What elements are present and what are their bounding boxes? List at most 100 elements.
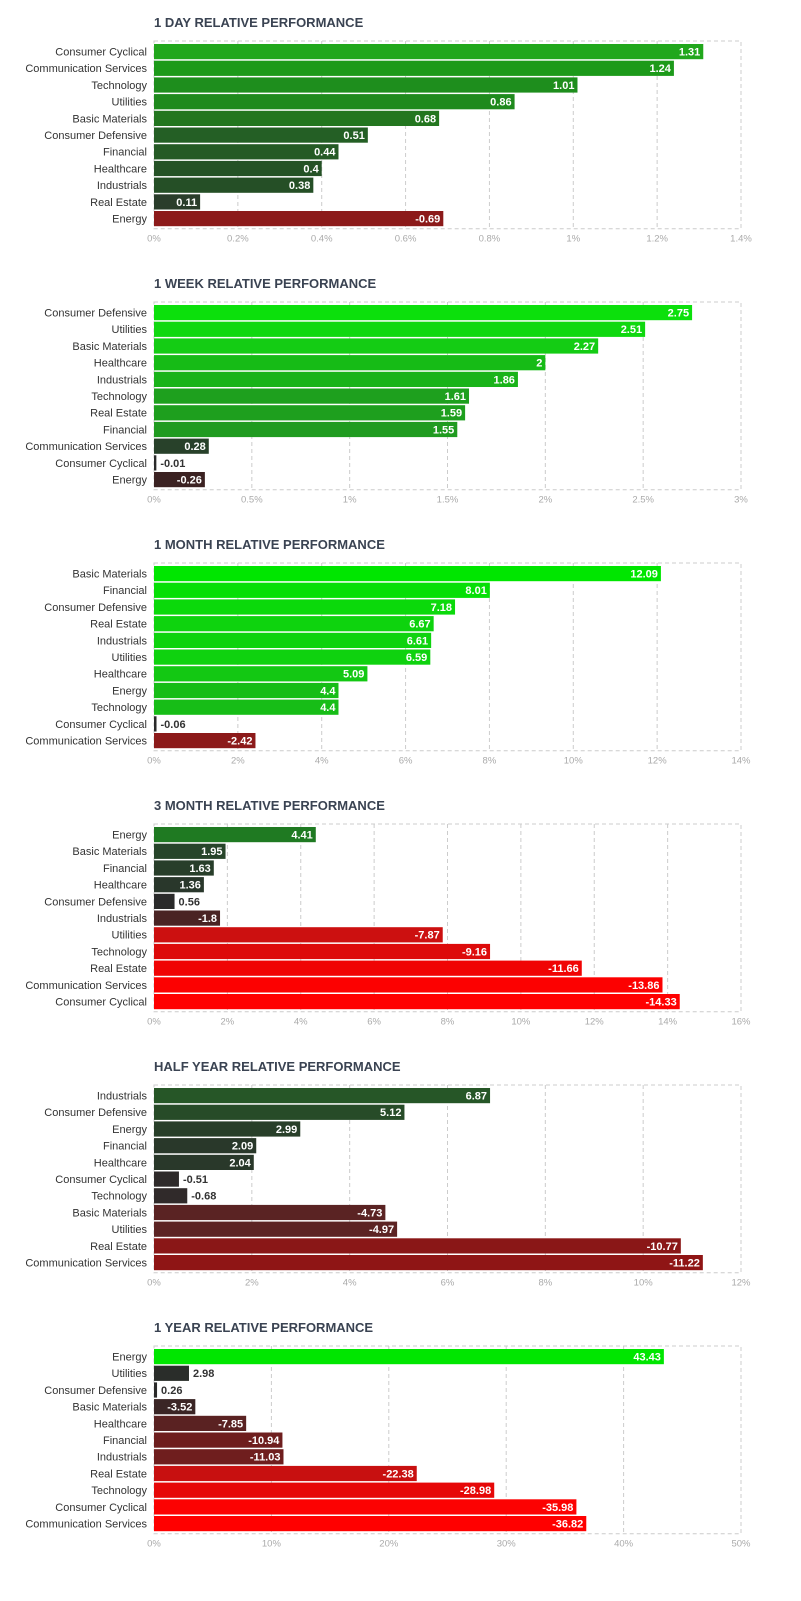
bar-value-label: 2.75 — [668, 308, 689, 320]
chart-title: 1 WEEK RELATIVE PERFORMANCE — [154, 276, 377, 291]
bar — [154, 1154, 254, 1170]
category-label: Basic Materials — [72, 113, 147, 125]
bar-value-label: 1.95 — [201, 846, 222, 858]
bar-value-label: -0.06 — [161, 719, 186, 731]
category-label: Technology — [91, 80, 147, 92]
bar — [154, 977, 663, 993]
bar — [154, 943, 491, 960]
x-tick-label: 14% — [658, 1017, 678, 1028]
bar-value-label: 2.99 — [276, 1124, 297, 1136]
category-label: Industrials — [97, 913, 148, 925]
category-label: Utilities — [112, 652, 148, 664]
bar — [154, 927, 443, 943]
plot-frame — [153, 1084, 742, 1274]
plot-frame — [153, 823, 742, 1013]
category-label: Consumer Defensive — [44, 1385, 147, 1397]
category-label: Energy — [112, 685, 147, 697]
bar-value-label: 2.09 — [232, 1141, 253, 1153]
category-label: Communication Services — [25, 63, 147, 75]
x-tick-label: 40% — [614, 1539, 634, 1550]
bar-value-label: -14.33 — [646, 997, 677, 1009]
bar-value-label: -3.52 — [167, 1402, 192, 1414]
bar-value-label: -10.94 — [248, 1435, 280, 1447]
x-tick-label: 2% — [538, 495, 552, 506]
bar — [154, 127, 368, 143]
category-label: Industrials — [97, 635, 148, 647]
bar — [154, 1499, 577, 1515]
bar — [154, 371, 518, 387]
bar — [154, 1349, 664, 1365]
x-tick-label: 50% — [731, 1539, 751, 1550]
bar-value-label: -4.73 — [357, 1207, 382, 1219]
bar — [154, 1465, 417, 1482]
category-label: Utilities — [112, 324, 148, 336]
category-label: Consumer Cyclical — [55, 719, 147, 731]
x-tick-label: 3% — [734, 495, 748, 506]
bar — [154, 910, 221, 926]
chart-panel: 1 DAY RELATIVE PERFORMANCE 0% 0.2% 0.4% 0.6%… — [0, 0, 801, 261]
category-label: Financial — [103, 1435, 147, 1447]
category-label: Healthcare — [94, 163, 147, 175]
bar-value-label: 6.61 — [407, 635, 428, 647]
bar — [154, 1449, 284, 1465]
category-label: Financial — [103, 863, 147, 875]
category-label: Utilities — [112, 1368, 148, 1380]
x-tick-label: 10% — [564, 756, 584, 767]
bar-value-label: 2.51 — [621, 324, 642, 336]
bar-value-label: -35.98 — [542, 1502, 573, 1514]
bar-value-label: 12.09 — [630, 569, 658, 581]
bar — [154, 455, 157, 471]
bar-value-label: 1.31 — [679, 47, 700, 59]
plot-frame — [153, 562, 742, 752]
chart-svg: 1 DAY RELATIVE PERFORMANCE 0% 0.2% 0.4% 0.6%… — [25, 15, 752, 245]
category-label: Basic Materials — [72, 1207, 147, 1219]
x-tick-label: 1% — [566, 234, 580, 245]
category-label: Consumer Cyclical — [55, 1502, 147, 1514]
x-tick-label: 30% — [497, 1539, 517, 1550]
bar — [154, 160, 322, 177]
category-label: Basic Materials — [72, 569, 147, 581]
category-label: Real Estate — [90, 408, 147, 420]
category-label: Industrials — [97, 1452, 148, 1464]
bar-value-label: 0.51 — [343, 130, 364, 142]
x-tick-label: 0.4% — [311, 234, 333, 245]
plot-frame — [153, 301, 742, 491]
category-label: Energy — [112, 1124, 147, 1136]
bar-value-label: 1.86 — [494, 374, 515, 386]
bar-value-label: -0.69 — [415, 214, 440, 226]
bar-value-label: -1.8 — [198, 913, 217, 925]
bar-value-label: -4.97 — [369, 1224, 394, 1236]
x-tick-label: 6% — [399, 756, 413, 767]
category-label: Basic Materials — [72, 846, 147, 858]
bar — [154, 1432, 283, 1448]
bar — [154, 1238, 681, 1254]
category-label: Basic Materials — [72, 1402, 147, 1414]
bar-value-label: -28.98 — [460, 1485, 491, 1497]
category-label: Utilities — [112, 930, 148, 942]
category-label: Healthcare — [94, 669, 147, 681]
x-tick-label: 0.5% — [241, 495, 263, 506]
bar-value-label: 6.87 — [466, 1091, 487, 1103]
x-tick-label: 4% — [294, 1017, 308, 1028]
bar-value-label: 1.55 — [433, 424, 454, 436]
bar — [154, 472, 205, 488]
x-tick-label: 12% — [585, 1017, 605, 1028]
chart-panel: 3 MONTH RELATIVE PERFORMANCE 0% 2% 4% 6% 8% 10… — [0, 783, 801, 1044]
bar-value-label: 8.01 — [465, 585, 486, 597]
x-tick-label: 4% — [343, 1278, 357, 1289]
bar — [154, 716, 157, 732]
x-tick-label: 16% — [731, 1017, 751, 1028]
bar-value-label: -7.87 — [415, 930, 440, 942]
category-label: Healthcare — [94, 880, 147, 892]
category-label: Consumer Defensive — [44, 1107, 147, 1119]
x-tick-label: 0.2% — [227, 234, 249, 245]
x-tick-label: 6% — [367, 1017, 381, 1028]
bar — [154, 1255, 703, 1271]
x-tick-label: 8% — [538, 1278, 552, 1289]
category-label: Communication Services — [25, 441, 147, 453]
x-tick-label: 10% — [511, 1017, 531, 1028]
bar-value-label: -0.51 — [183, 1174, 208, 1186]
x-tick-label: 0% — [147, 1539, 161, 1550]
x-tick-label: 0% — [147, 234, 161, 245]
category-label: Energy — [112, 1352, 147, 1364]
